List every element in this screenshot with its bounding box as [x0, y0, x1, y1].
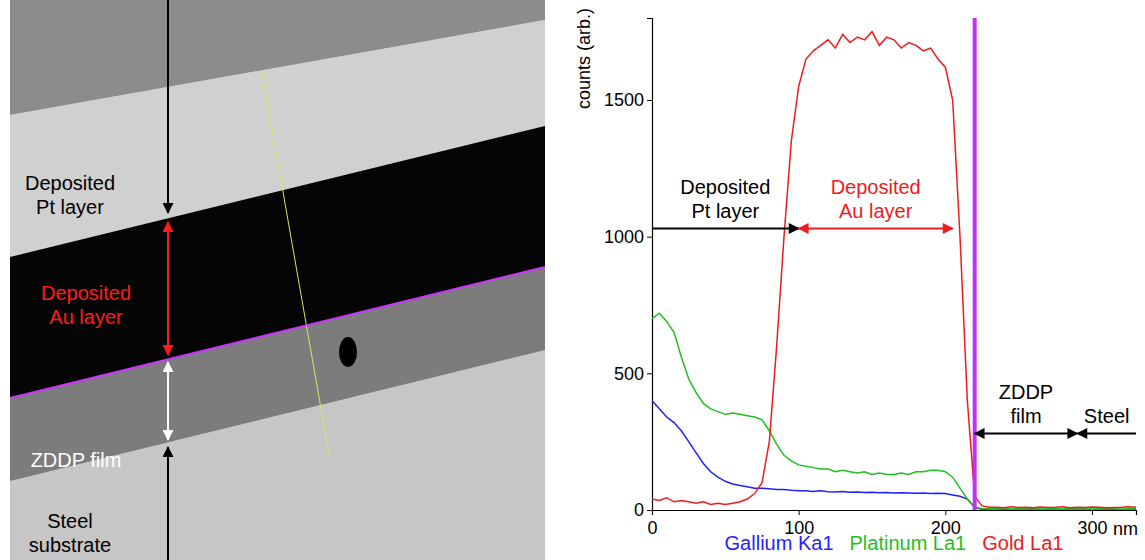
layer-label: Deposited [25, 172, 115, 194]
tick-mark [1092, 510, 1093, 515]
range-arrow [652, 227, 799, 229]
tick-mark [799, 510, 800, 515]
y-axis: 0 500 1000 1500 [604, 19, 653, 521]
micrograph-panel: DepositedPt layerDepositedAu layerZDDP f… [10, 0, 545, 560]
layer-arrow [167, 0, 169, 213]
range-arrow [799, 227, 953, 229]
tick-mark [945, 510, 946, 515]
tick-label: 0 [634, 500, 644, 520]
tick: 300 [1077, 510, 1107, 538]
interface-line [10, 267, 545, 398]
legend-entry: Gallium Ka1 [725, 532, 834, 554]
axis-line [653, 511, 1137, 516]
tick-mark [647, 100, 652, 101]
annotation-label: Steel [1084, 405, 1130, 427]
series-line [652, 313, 1136, 509]
series-line [652, 401, 1136, 510]
layer-label: Pt layer [36, 196, 104, 218]
void [339, 337, 357, 367]
y-axis-title: counts (arb.) [574, 8, 594, 109]
tick-label: 300 [1077, 518, 1107, 538]
layer-label: substrate [29, 534, 111, 556]
layer-label: ZDDP film [31, 449, 122, 471]
plot-area [652, 32, 1136, 510]
tick-label: 1500 [604, 90, 644, 110]
tick-label: 0 [647, 518, 657, 538]
layer-label: Au layer [49, 306, 123, 328]
layer-label: Deposited [41, 282, 131, 304]
tick: 0 [647, 510, 657, 538]
tick-mark [647, 510, 652, 511]
x-axis-title: nm [1113, 519, 1138, 539]
line-scan-chart: 0100200300050010001500nmcounts (arb.)Dep… [574, 8, 1138, 554]
scan-line [262, 72, 330, 460]
tick: 1000 [604, 227, 652, 247]
tick: 1500 [604, 90, 652, 110]
tick: 0 [634, 500, 652, 520]
tick-mark [647, 373, 652, 374]
tick-label: 500 [614, 364, 644, 384]
tick-label: 1000 [604, 227, 644, 247]
layer-label: Steel [47, 510, 93, 532]
series-line [652, 32, 1136, 508]
axis-line [647, 19, 653, 511]
legend: Gallium Ka1 Platinum La1 Gold La1 [725, 532, 1064, 554]
zddp-film-region [10, 267, 545, 481]
annotation-label: film [1010, 405, 1041, 427]
annotation-label: Deposited [680, 176, 770, 198]
annotations: DepositedPt layerDepositedAu layerZDDPfi… [652, 18, 1136, 510]
layer-arrow [167, 362, 169, 440]
range-arrow [1077, 432, 1136, 434]
annotation-label: Deposited [831, 176, 921, 198]
legend-entry: Platinum La1 [850, 532, 967, 554]
interface-line [973, 18, 977, 510]
range-arrow [975, 432, 1078, 434]
steel-substrate-region [10, 0, 545, 560]
figure: DepositedPt layerDepositedAu layerZDDP f… [0, 0, 1145, 560]
tick: 500 [614, 364, 652, 384]
annotation-label: ZDDP [999, 381, 1053, 403]
layer-arrow [167, 222, 169, 355]
layer-arrow [167, 447, 169, 560]
annotation-label: Pt layer [691, 200, 759, 222]
tick-mark [647, 237, 652, 238]
legend-entry: Gold La1 [982, 532, 1063, 554]
annotation-label: Au layer [839, 200, 913, 222]
